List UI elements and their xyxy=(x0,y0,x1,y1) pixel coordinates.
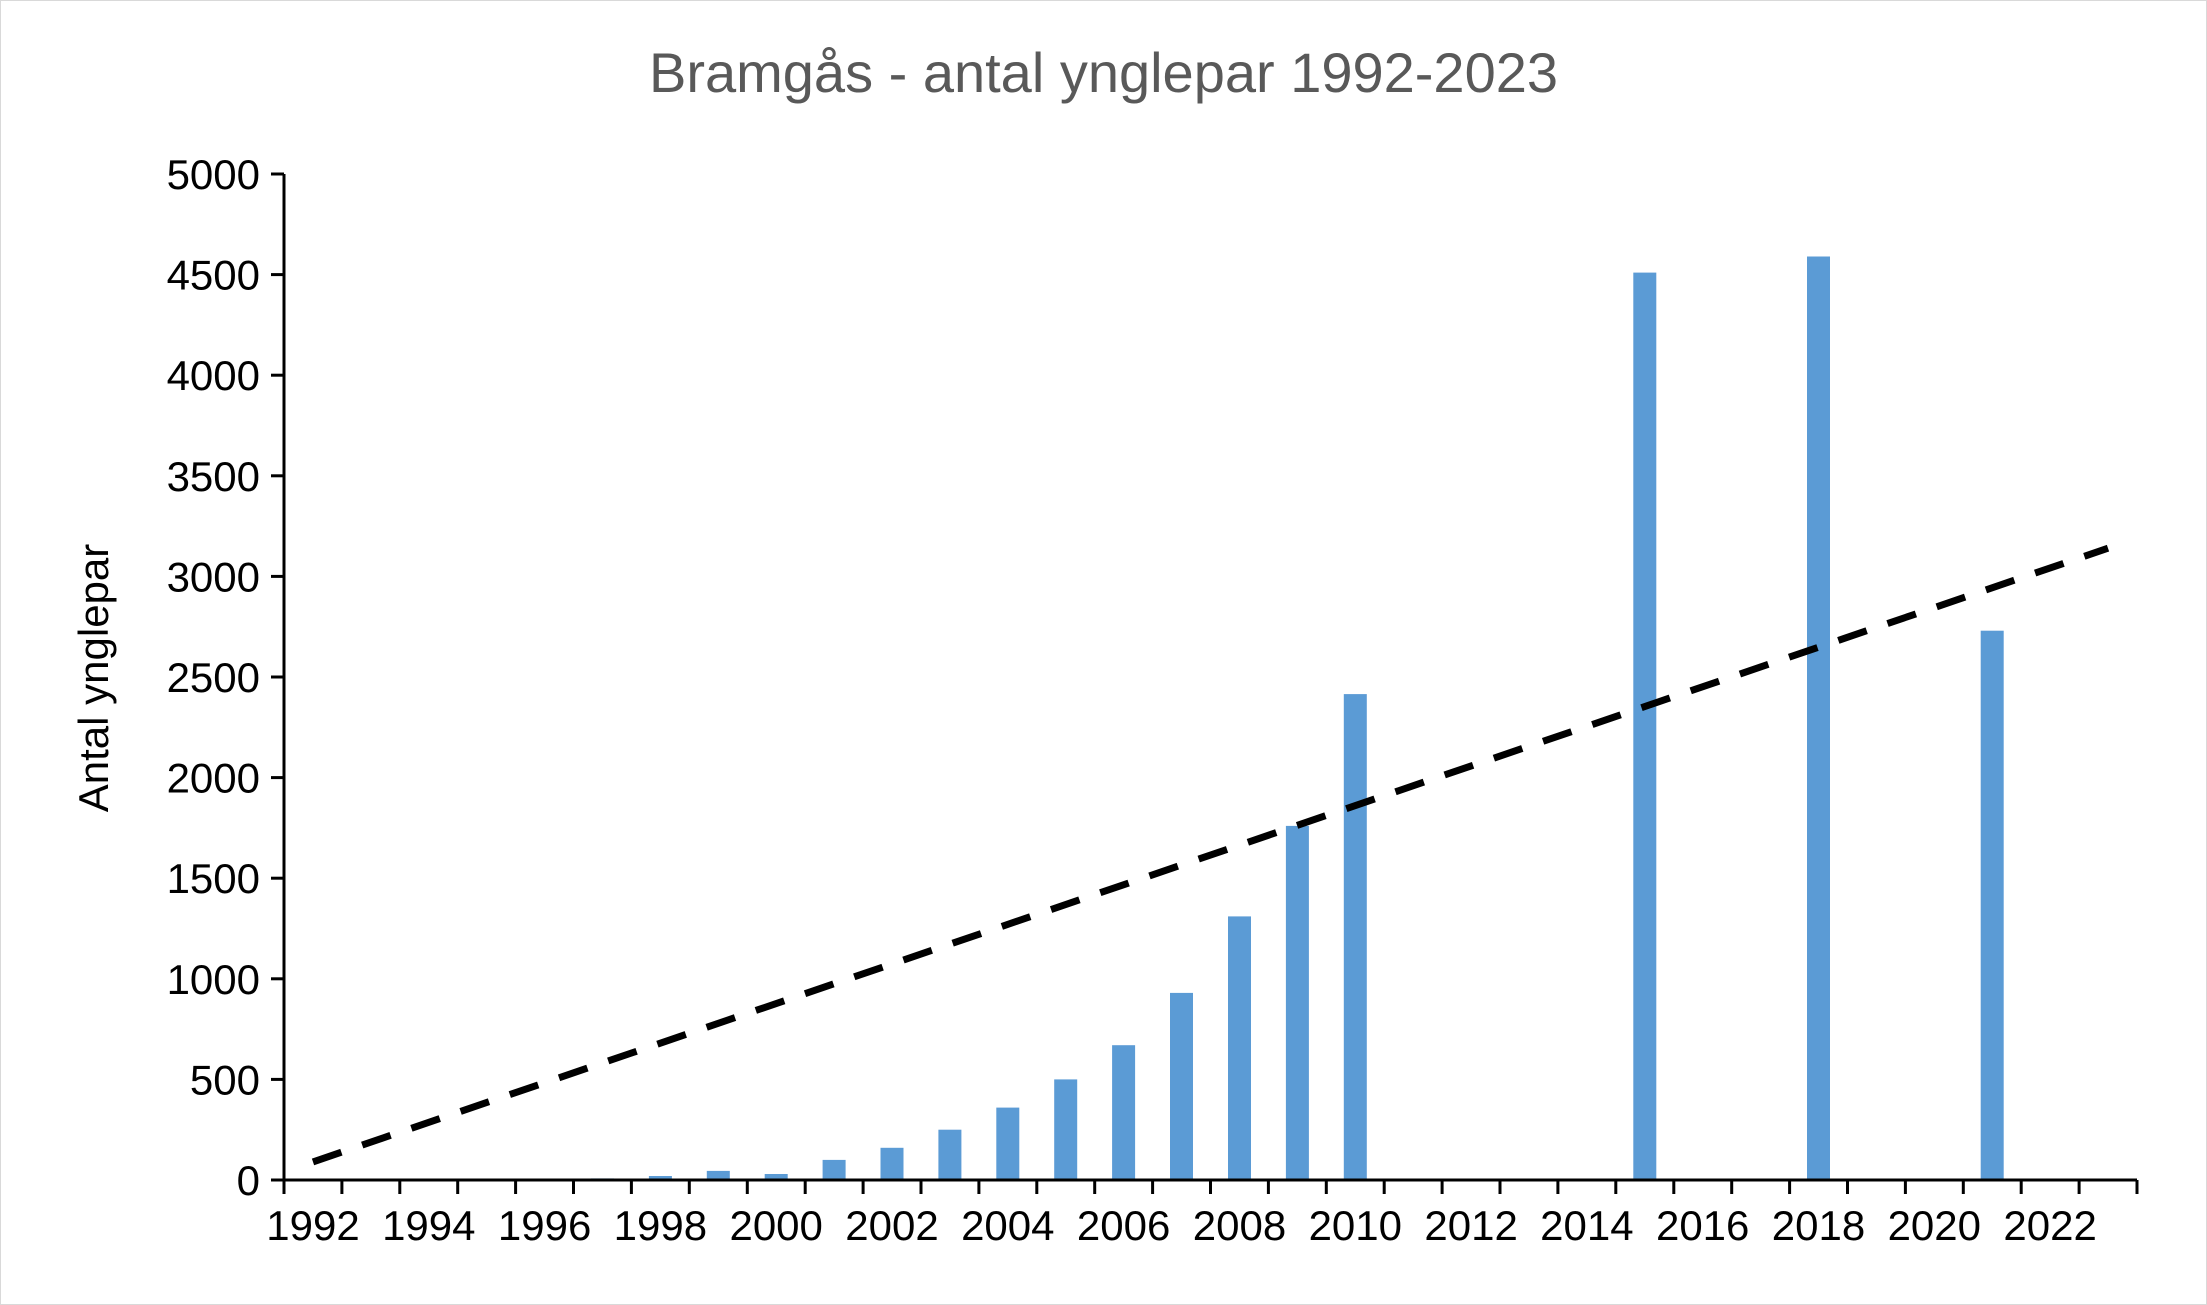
bar-2000 xyxy=(764,1174,788,1180)
bar-2018 xyxy=(1807,256,1830,1180)
x-tick-label-1994: 1994 xyxy=(382,1202,475,1249)
bar-2021 xyxy=(1980,630,2004,1180)
x-tick-label-2018: 2018 xyxy=(1772,1202,1865,1249)
x-tick-label-2022: 2022 xyxy=(2003,1202,2096,1249)
y-tick-label-0: 0 xyxy=(237,1157,260,1204)
bar-1999 xyxy=(706,1170,730,1180)
y-tick-label-4500: 4500 xyxy=(167,252,260,299)
x-tick-label-2016: 2016 xyxy=(1656,1202,1749,1249)
x-tick-label-1996: 1996 xyxy=(498,1202,591,1249)
x-tick-label-2020: 2020 xyxy=(1888,1202,1981,1249)
bar-2004 xyxy=(996,1107,1020,1180)
x-tick-label-1992: 1992 xyxy=(266,1202,359,1249)
bar-2010 xyxy=(1343,694,1367,1180)
x-tick-label-2006: 2006 xyxy=(1077,1202,1170,1249)
x-tick-label-2012: 2012 xyxy=(1424,1202,1517,1249)
bar-2006 xyxy=(1112,1045,1136,1180)
chart-title: Bramgås - antal ynglepar 1992-2023 xyxy=(648,41,1558,104)
x-tick-label-2010: 2010 xyxy=(1309,1202,1402,1249)
bar-2008 xyxy=(1228,916,1251,1180)
bar-2003 xyxy=(938,1129,962,1180)
y-tick-label-2500: 2500 xyxy=(167,654,260,701)
y-ticks-group: 0 500 1000 1500 2000 2500 3000 3500 4000 4500 5000 xyxy=(167,151,284,1204)
axes-group xyxy=(282,174,2137,1182)
y-tick-label-5000: 5000 xyxy=(167,151,260,198)
y-tick-label-3500: 3500 xyxy=(167,453,260,500)
y-tick-label-1500: 1500 xyxy=(167,855,260,902)
y-tick-label-2000: 2000 xyxy=(167,755,260,802)
bars-group xyxy=(591,256,2004,1181)
y-tick-label-4000: 4000 xyxy=(167,352,260,399)
y-tick-label-500: 500 xyxy=(190,1056,260,1103)
x-tick-label-2004: 2004 xyxy=(961,1202,1054,1249)
bar-2009 xyxy=(1285,825,1309,1180)
x-tick-label-2002: 2002 xyxy=(845,1202,938,1249)
y-tick-label-3000: 3000 xyxy=(167,553,260,600)
trendline-group xyxy=(311,544,2110,1166)
x-ticks-group: 1992 1994 1996 1998 2000 2002 2004 2006 2008 2010… xyxy=(266,1180,2139,1249)
bar-1998 xyxy=(648,1176,672,1180)
x-tick-label-2000: 2000 xyxy=(729,1202,822,1249)
bar-2001 xyxy=(822,1159,846,1180)
trendline xyxy=(311,544,2110,1166)
bar-2002 xyxy=(880,1147,904,1180)
x-tick-label-1998: 1998 xyxy=(614,1202,707,1249)
y-tick-label-1000: 1000 xyxy=(167,956,260,1003)
bar-2015 xyxy=(1633,272,1657,1181)
bar-2005 xyxy=(1054,1079,1078,1180)
y-axis-title: Antal ynglepar xyxy=(70,544,117,813)
x-tick-label-2008: 2008 xyxy=(1193,1202,1286,1249)
x-tick-label-2014: 2014 xyxy=(1540,1202,1633,1249)
bar-2007 xyxy=(1170,992,1193,1180)
